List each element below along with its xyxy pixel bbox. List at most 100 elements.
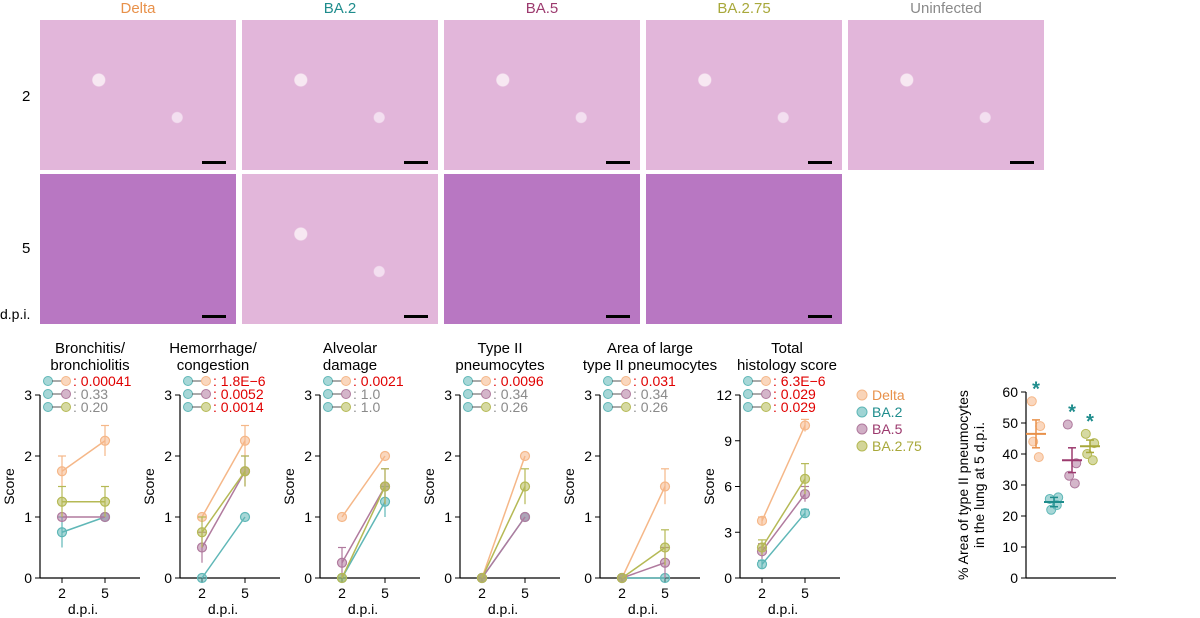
data-point [1033,452,1044,463]
compare-marker [603,376,613,386]
legend-label: BA.5 [872,421,903,437]
p-value: : 0.26 [633,399,668,415]
compare-marker [61,389,71,399]
compare-marker [61,376,71,386]
data-point [56,527,68,538]
data-point [799,508,811,519]
y-tick-label: 0 [164,570,172,586]
compare-marker [323,402,333,412]
data-point [379,450,391,462]
plot-title-bronchitis: Bronchitis/ bronchiolitis [50,340,130,374]
y-tick-label: 1 [24,509,32,525]
x-axis-label: d.p.i. [628,601,658,617]
legend-marker [856,406,868,418]
plot-title-large-type2: Area of large type II pneumocytes [582,340,718,374]
data-point [239,511,251,523]
data-point [519,511,531,523]
y-tick-label: 20 [1002,508,1018,524]
data-point [1062,419,1073,430]
x-tick-label: 5 [381,585,389,601]
y-tick-label: 1 [304,509,312,525]
series-line [341,455,386,518]
data-point [1064,470,1075,481]
data-point [659,542,671,553]
series-line [201,470,246,533]
p-value: : 0.029 [773,386,816,402]
x-tick-label: 2 [478,585,486,601]
plot-title-hemorrhage: Hemorrhage/ congestion [169,340,257,374]
y-axis-label: Score [141,468,157,505]
data-point [56,496,68,507]
legend-label: BA.2 [872,404,903,420]
legend-label: Delta [872,387,905,403]
p-value: : 0.20 [73,399,108,415]
x-axis-label: d.p.i. [348,601,378,617]
data-point [1035,421,1046,432]
y-tick-label: 3 [584,387,592,403]
y-tick-label: 0 [304,570,312,586]
compare-marker [463,376,473,386]
y-tick-label: 2 [444,448,452,464]
y-tick-label: 50 [1002,415,1018,431]
compare-marker [481,389,491,399]
y-axis-label: Score [1,468,17,505]
x-tick-label: 2 [338,585,346,601]
x-axis-label: d.p.i. [208,601,238,617]
histology-image [242,20,438,170]
data-point [196,572,208,584]
compare-marker [761,376,771,386]
y-tick-label: 3 [24,387,32,403]
p-value: : 0.031 [633,373,676,389]
compare-marker [183,402,193,412]
data-point [616,572,628,584]
legend-marker [856,389,868,401]
y-tick-label: 2 [24,448,32,464]
compare-marker [201,376,211,386]
histology-image [40,174,236,324]
series-line [341,501,386,579]
y-tick-label: 30 [1002,477,1018,493]
series-line [481,486,526,579]
col-label-ba2: BA.2 [323,0,357,17]
p-value: : 0.34 [493,386,528,402]
y-tick-label: 0 [584,570,592,586]
p-value: : 0.00041 [73,373,132,389]
y-tick-label: 10 [1002,539,1018,555]
p-value: : 0.0014 [213,399,264,415]
data-point [659,481,671,492]
compare-marker [603,402,613,412]
scale-bar [404,161,428,164]
series-line [761,478,806,548]
x-tick-label: 2 [618,585,626,601]
plot-title-type2: Type II pneumocytes [455,340,545,374]
compare-marker [341,389,351,399]
series-line [201,516,246,579]
x-axis-label: d.p.i. [768,601,798,617]
x-tick-label: 5 [101,585,109,601]
y-axis-label: Score [421,468,437,505]
data-point [756,559,768,570]
compare-marker [621,376,631,386]
series-line [61,440,106,472]
col-label-ba275: BA.2.75 [717,0,771,17]
data-point [519,450,531,462]
data-point [1080,428,1091,439]
data-point [1026,396,1037,407]
data-point [519,481,531,492]
compare-marker [481,402,491,412]
compare-marker [201,389,211,399]
compare-marker [621,402,631,412]
series-line [761,512,806,565]
scale-bar [606,161,630,164]
compare-marker [341,376,351,386]
x-axis-label: d.p.i. [488,601,518,617]
scale-bar [404,315,428,318]
y-tick-label: 0 [444,570,452,586]
y-tick-label: 1 [444,509,452,525]
y-tick-label: 3 [444,387,452,403]
compare-marker [43,402,53,412]
data-point [336,557,348,568]
p-value: : 0.26 [493,399,528,415]
y-tick-label: 3 [164,387,172,403]
p-value: : 1.0 [353,399,380,415]
